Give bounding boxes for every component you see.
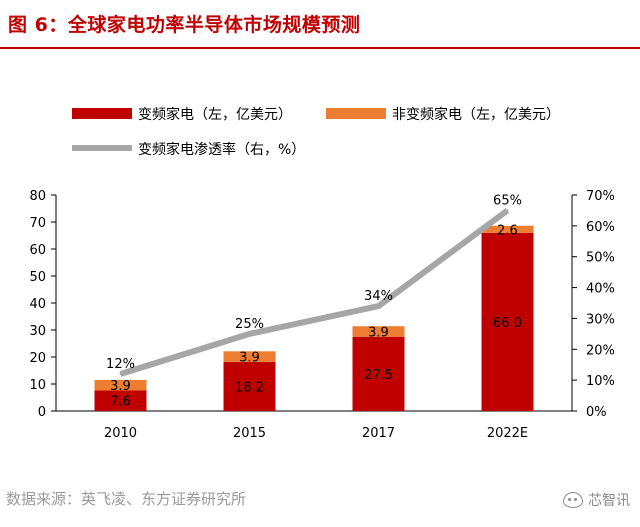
x-tick-label: 2017 (362, 426, 395, 441)
right-tick-label: 20% (586, 343, 615, 358)
left-tick-label: 20 (29, 351, 46, 366)
bar-inverter (94, 390, 147, 411)
bar-label-inverter: 27.5 (364, 368, 393, 383)
penetration-label: 34% (364, 289, 393, 304)
right-tick-label: 60% (586, 220, 615, 235)
legend-label-penetration: 变频家电渗透率（右，%） (138, 141, 305, 158)
bar-non-inverter (352, 326, 405, 337)
title-divider (0, 47, 640, 49)
bar-label-non-inverter: 3.9 (368, 325, 389, 340)
bar-non-inverter (223, 351, 276, 362)
bar-label-inverter: 7.6 (110, 395, 131, 410)
bar-label-non-inverter: 3.9 (239, 351, 260, 366)
right-tick-label: 10% (586, 374, 615, 389)
bar-non-inverter (94, 379, 147, 391)
right-tick-label: 50% (586, 251, 615, 266)
left-tick-label: 40 (29, 297, 46, 312)
penetration-line (119, 208, 510, 377)
penetration-label: 25% (235, 317, 264, 332)
source-note: 数据来源：英飞凌、东方证券研究所 (6, 490, 247, 508)
watermark: 芯智讯 (563, 490, 630, 510)
penetration-point (119, 372, 122, 375)
x-tick-label: 2022E (487, 426, 528, 441)
watermark-text: 芯智讯 (588, 493, 630, 509)
legend-label-inverter: 变频家电（左，亿美元） (138, 106, 292, 123)
legend: 变频家电（左，亿美元） 非变频家电（左，亿美元） 变频家电渗透率（右，%） (72, 106, 560, 158)
bar-label-non-inverter: 2.6 (497, 223, 518, 238)
figure-title: 图 6：全球家电功率半导体市场规模预测 (8, 14, 361, 36)
right-tick-label: 40% (586, 282, 615, 297)
bar-label-inverter: 66.0 (493, 316, 522, 331)
legend-swatch-non-inverter (326, 108, 386, 119)
left-tick-label: 50 (29, 270, 46, 285)
penetration-point (506, 209, 509, 212)
penetration-line-layer (119, 208, 510, 377)
left-tick-label: 0 (38, 405, 46, 420)
bar-label-non-inverter: 3.9 (110, 379, 131, 394)
left-tick-label: 80 (29, 189, 46, 204)
bar-inverter (223, 361, 276, 411)
bar-inverter (352, 336, 405, 411)
penetration-label: 12% (106, 357, 135, 372)
bar-inverter (481, 232, 534, 411)
data-labels: 7.63.9 18.23.927.53.966.02.612%25%34%65% (106, 193, 522, 409)
right-tick-label: 70% (586, 189, 615, 204)
legend-label-non-inverter: 非变频家电（左，亿美元） (392, 106, 560, 123)
penetration-label: 65% (493, 193, 522, 208)
left-tick-label: 60 (29, 243, 46, 258)
bar-non-inverter (481, 225, 534, 233)
right-tick-label: 0% (586, 405, 607, 420)
bars (94, 225, 534, 411)
x-tick-label: 2010 (104, 426, 137, 441)
x-tick-label: 2015 (233, 426, 266, 441)
penetration-point (377, 305, 380, 308)
left-tick-label: 30 (29, 324, 46, 339)
bar-label-inverter: 18.2 (235, 380, 264, 395)
legend-swatch-inverter (72, 108, 132, 119)
right-tick-label: 30% (586, 312, 615, 327)
penetration-point (248, 332, 251, 335)
left-tick-label: 10 (29, 378, 46, 393)
chart-area: 变频家电（左，亿美元） 非变频家电（左，亿美元） 变频家电渗透率（右，%） 0 1… (29, 106, 615, 441)
left-tick-label: 70 (29, 216, 46, 231)
wechat-icon (563, 492, 583, 508)
